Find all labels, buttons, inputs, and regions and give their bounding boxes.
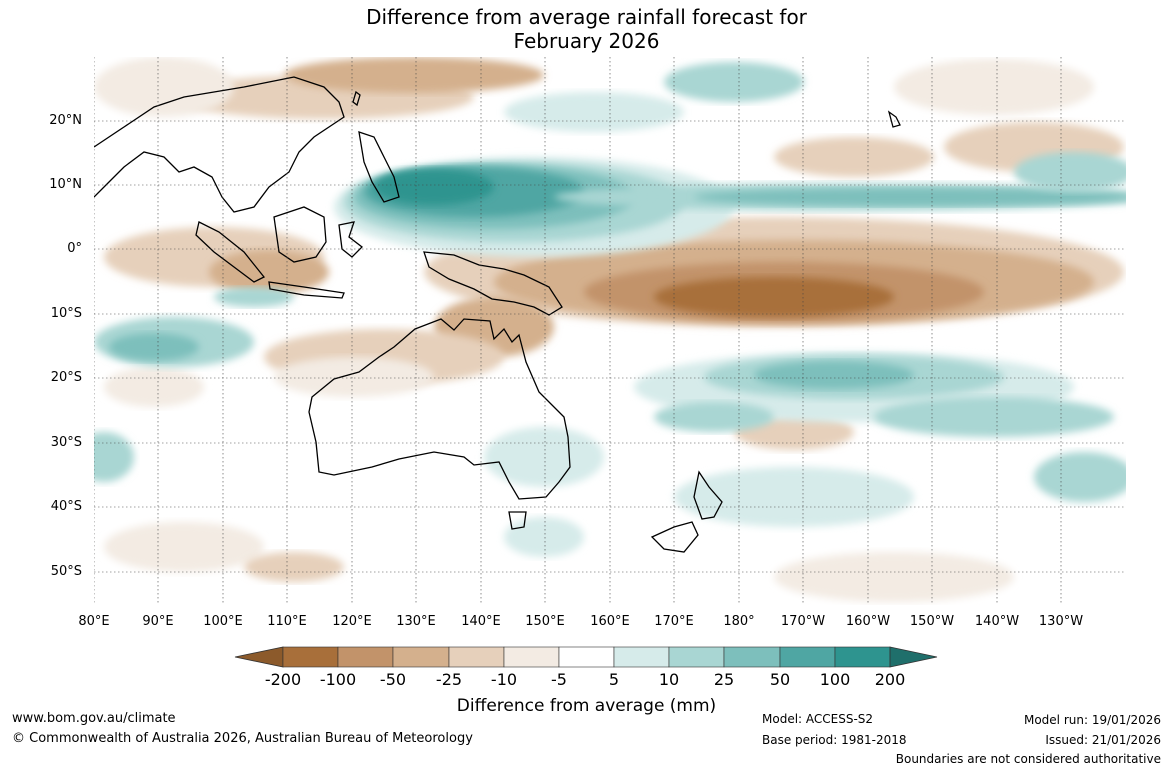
lon-label: 180°	[723, 614, 755, 629]
lat-label: 40°S	[50, 499, 82, 514]
lat-label: 20°S	[50, 370, 82, 385]
lon-label: 120°E	[332, 614, 372, 629]
hawaii-coastline	[887, 110, 901, 128]
anomaly-shading	[94, 57, 1126, 605]
graticule	[94, 57, 1126, 605]
colorbar	[234, 646, 938, 668]
rainfall-anomaly-map	[94, 57, 1126, 605]
model-name: Model: ACCESS-S2	[762, 712, 874, 726]
asia-coastline	[94, 76, 345, 213]
colorbar-tick-label: 200	[874, 670, 906, 689]
coastlines	[94, 76, 901, 553]
new-zealand-north-coastline	[693, 470, 723, 520]
map-title-line1: Difference from average rainfall forecas…	[366, 5, 807, 29]
lat-label: 30°S	[50, 435, 82, 450]
colorbar-swatch	[779, 646, 836, 668]
base-period: Base period: 1981-2018	[762, 733, 907, 747]
colorbar-swatch	[834, 646, 891, 668]
colorbar-tick-label: -10	[490, 670, 518, 689]
new-zealand-south-coastline	[650, 521, 699, 553]
copyright-text: © Commonwealth of Australia 2026, Austra…	[12, 731, 473, 746]
sumatra-coastline	[195, 221, 266, 283]
lat-label: 0°	[67, 241, 82, 256]
colorbar-swatch	[448, 646, 505, 668]
lat-label: 10°N	[49, 177, 82, 192]
lon-label: 90°E	[142, 614, 174, 629]
model-run-date: Model run: 19/01/2026	[1023, 713, 1161, 727]
colorbar-tick-label: -50	[379, 670, 407, 689]
lon-label: 160°E	[590, 614, 630, 629]
colorbar-swatch	[613, 646, 670, 668]
lon-label: 160°W	[845, 614, 891, 629]
lat-label: 50°S	[50, 564, 82, 579]
website-link[interactable]: www.bom.gov.au/climate	[12, 711, 176, 726]
lon-label: 170°E	[654, 614, 694, 629]
lon-label: 140°E	[461, 614, 501, 629]
colorbar-swatch	[558, 646, 615, 668]
new-guinea-coastline	[423, 251, 563, 316]
taiwan-coastline	[352, 90, 361, 107]
colorbar-wet-extreme-arrow	[889, 646, 938, 668]
colorbar-swatch	[392, 646, 450, 668]
lon-label: 100°E	[203, 614, 243, 629]
lon-label: 150°W	[909, 614, 955, 629]
australia-coastline	[308, 318, 571, 500]
lon-label: 80°E	[78, 614, 110, 629]
lon-label: 110°E	[267, 614, 307, 629]
colorbar-dry-extreme-arrow	[234, 646, 284, 668]
borneo-coastline	[273, 206, 327, 263]
colorbar-tick-label: 25	[713, 670, 735, 689]
colorbar-tick-label: -5	[551, 670, 567, 689]
colorbar-tick-label: 5	[608, 670, 620, 689]
colorbar-tick-label: -100	[319, 670, 357, 689]
philippines-coastline	[358, 131, 400, 203]
colorbar-tick-label: -25	[435, 670, 463, 689]
issued-date: Issued: 21/01/2026	[1045, 733, 1161, 747]
colorbar-swatch	[282, 646, 339, 668]
lon-label: 140°W	[974, 614, 1020, 629]
boundaries-disclaimer: Boundaries are not considered authoritat…	[895, 752, 1161, 766]
colorbar-swatch	[337, 646, 394, 668]
colorbar-tick-label: 100	[819, 670, 851, 689]
colorbar-swatch	[668, 646, 725, 668]
lon-label: 130°E	[396, 614, 436, 629]
lat-label: 20°N	[49, 113, 82, 128]
lon-label: 130°W	[1038, 614, 1084, 629]
lat-label: 10°S	[50, 306, 82, 321]
colorbar-tick-label: -200	[264, 670, 302, 689]
tasmania-coastline	[508, 511, 527, 530]
colorbar-tick-label: 50	[769, 670, 791, 689]
map-title-line2: February 2026	[513, 29, 660, 53]
colorbar-swatch	[723, 646, 781, 668]
colorbar-tick-label: 10	[658, 670, 680, 689]
colorbar-title: Difference from average (mm)	[456, 696, 717, 716]
lon-label: 150°E	[525, 614, 565, 629]
java-coastline	[268, 281, 345, 299]
colorbar-swatch	[503, 646, 560, 668]
lon-label: 170°W	[780, 614, 826, 629]
